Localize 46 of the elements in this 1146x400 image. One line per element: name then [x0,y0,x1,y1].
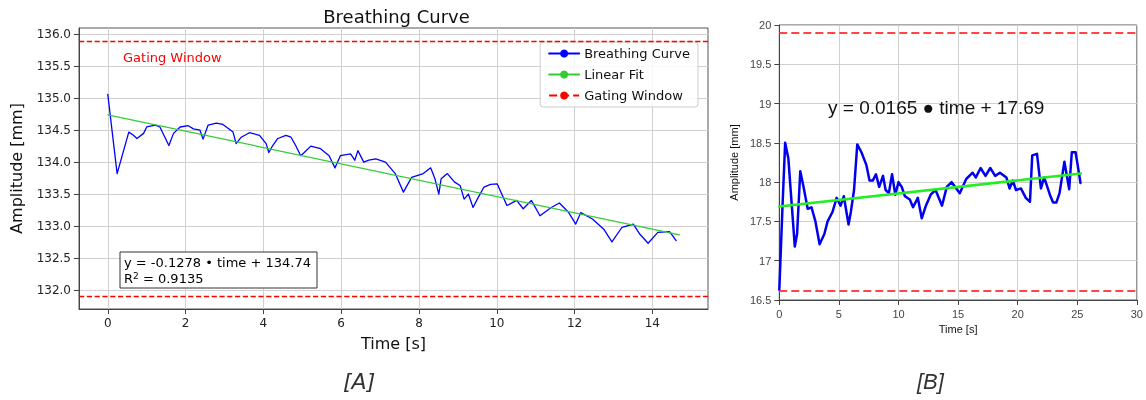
annotation: Gating Window [123,50,222,65]
x-tick-label: 2 [181,316,190,330]
y-tick-label: 134.5 [36,123,71,138]
y-tick-label: 136.0 [36,27,71,42]
x-tick-label: 14 [644,316,661,330]
x-tick-label: 30 [1130,307,1144,320]
x-axis-title: Time [s] [938,323,978,336]
y-tick-label: 133.0 [36,218,71,233]
y-tick-label: 16.5 [749,294,772,306]
annotation: y = 0.0165 ● time + 17.69 [828,97,1045,118]
legend-label: Linear Fit [584,67,644,82]
x-tick-label: 5 [835,307,842,320]
x-tick-label: 25 [1071,307,1084,320]
text: [B] [916,368,945,394]
y-tick-label: 133.5 [36,187,71,202]
y-tick-label: 135.5 [36,59,71,74]
x-tick-label: 8 [415,316,423,330]
x-tick-label: 6 [337,316,345,330]
x-tick-label: 10 [892,307,905,320]
x-tick-label: 15 [951,307,965,320]
y-tick-label: 17 [759,254,772,267]
x-tick-label: 0 [776,307,783,320]
y-tick-label: 18 [759,176,772,189]
y-axis-title: Amplitude [mm] [727,124,740,201]
annotation: y = -0.1278 • time + 134.74 [124,255,311,270]
x-tick-label: 12 [566,316,583,330]
y-tick-label: 20 [759,19,772,31]
x-axis-title: Time [s] [359,333,427,353]
y-tick-label: 132.5 [36,250,71,265]
legend-label: Breathing Curve [584,46,691,61]
x-tick-label: 4 [259,316,268,330]
x-tick-label: 20 [1011,307,1024,320]
y-tick-label: 132.0 [36,282,71,297]
y-tick-label: 134.0 [36,155,71,170]
legend-label: Gating Window [584,88,684,103]
chart-title: Breathing Curve [323,5,470,27]
y-tick-label: 135.0 [36,91,71,106]
text: [A] [343,368,376,394]
x-tick-label: 10 [489,316,505,330]
line-series [778,141,1082,292]
y-tick-label: 19 [759,97,772,110]
x-tick-label: 0 [103,316,112,330]
y-tick-label: 18.5 [749,136,772,149]
y-axis-title: Amplitude [mm] [6,103,26,234]
y-tick-label: 17.5 [749,215,772,228]
y-tick-label: 19.5 [749,58,772,71]
